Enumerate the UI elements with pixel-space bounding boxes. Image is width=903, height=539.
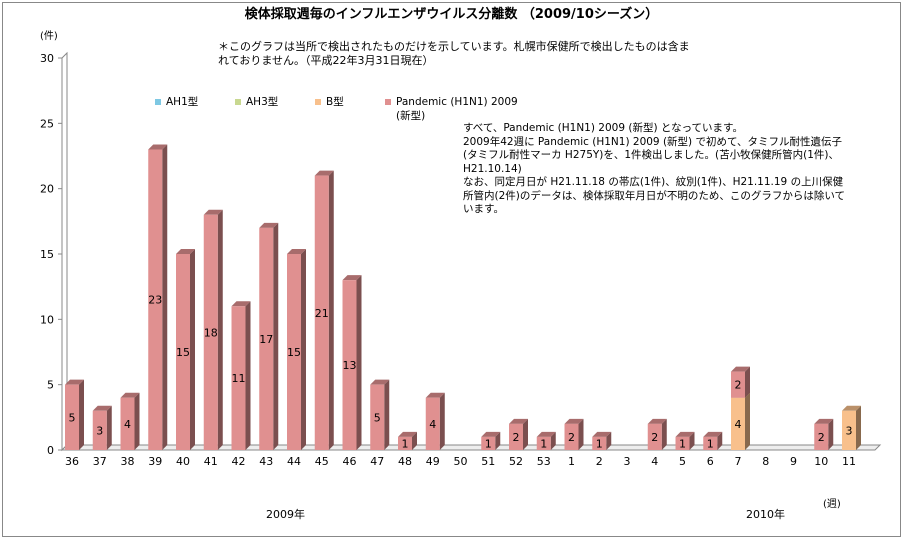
chart-note: ＊このグラフは当所で検出されたものだけを示しています。札幌市保健所で検出したもの… <box>218 40 690 67</box>
legend-label: Pandemic (H1N1) 2009 (新型) <box>396 96 518 122</box>
chart-annotation: すべて、Pandemic (H1N1) 2009 (新型) となっています。 2… <box>463 122 853 217</box>
legend-label: AH1型 <box>166 96 199 108</box>
legend-swatch <box>385 99 391 105</box>
legend-item: Pandemic (H1N1) 2009 (新型) <box>385 95 518 123</box>
legend-swatch <box>315 99 321 105</box>
y-axis-label: (件) <box>40 31 58 42</box>
x-axis-label: (週) <box>823 499 841 510</box>
annotation-text: すべて、Pandemic (H1N1) 2009 (新型) となっています。 2… <box>463 122 846 215</box>
chart-title: 検体採取週毎のインフルエンザウイルス分離数 （2009/10シーズン） <box>244 7 659 22</box>
legend-label: AH3型 <box>246 96 279 108</box>
legend-item: AH1型 <box>155 95 198 109</box>
legend-item: AH3型 <box>235 95 278 109</box>
year-label-2009: 2009年 <box>266 508 305 521</box>
legend-item: B型 <box>315 95 344 109</box>
legend-swatch <box>155 99 161 105</box>
legend-label: B型 <box>326 96 344 108</box>
year-label-2010: 2010年 <box>746 508 785 521</box>
legend-swatch <box>235 99 241 105</box>
